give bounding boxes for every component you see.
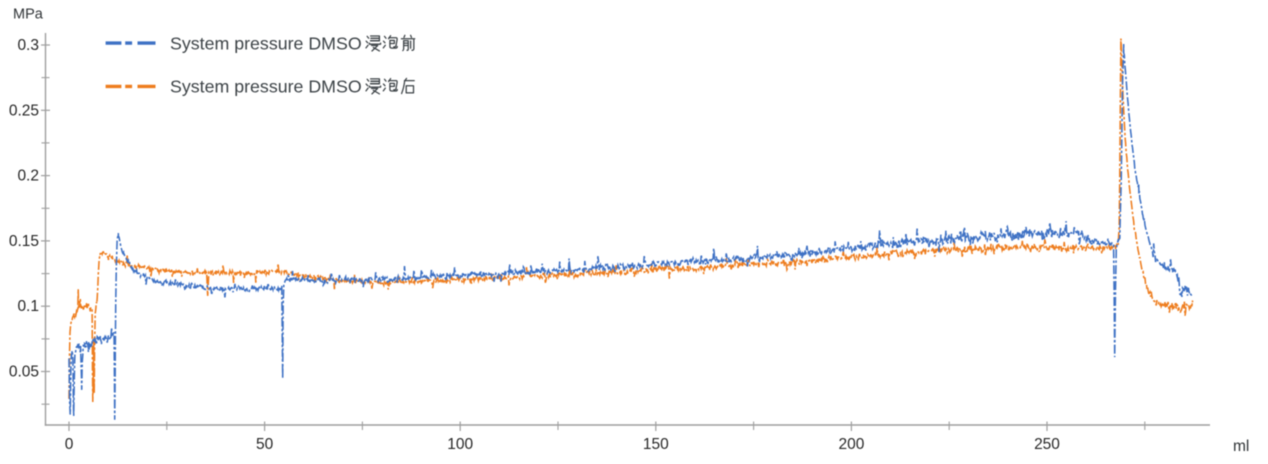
svg-text:50: 50 [256,436,274,453]
svg-text:0.05: 0.05 [9,364,39,381]
svg-text:0: 0 [65,436,74,453]
svg-text:0.3: 0.3 [17,37,39,54]
svg-text:0.2: 0.2 [17,168,39,185]
svg-text:0.1: 0.1 [17,298,39,315]
svg-text:200: 200 [838,436,864,453]
svg-text:100: 100 [447,436,473,453]
svg-text:System pressure DMSO: System pressure DMSO [170,76,362,96]
svg-text:System pressure DMSO: System pressure DMSO [170,34,362,54]
svg-text:0.15: 0.15 [9,233,39,250]
svg-text:150: 150 [643,436,669,453]
svg-text:0.25: 0.25 [9,102,39,119]
svg-text:ml: ml [1233,438,1249,455]
svg-text:250: 250 [1034,436,1060,453]
svg-text:MPa: MPa [13,7,44,23]
